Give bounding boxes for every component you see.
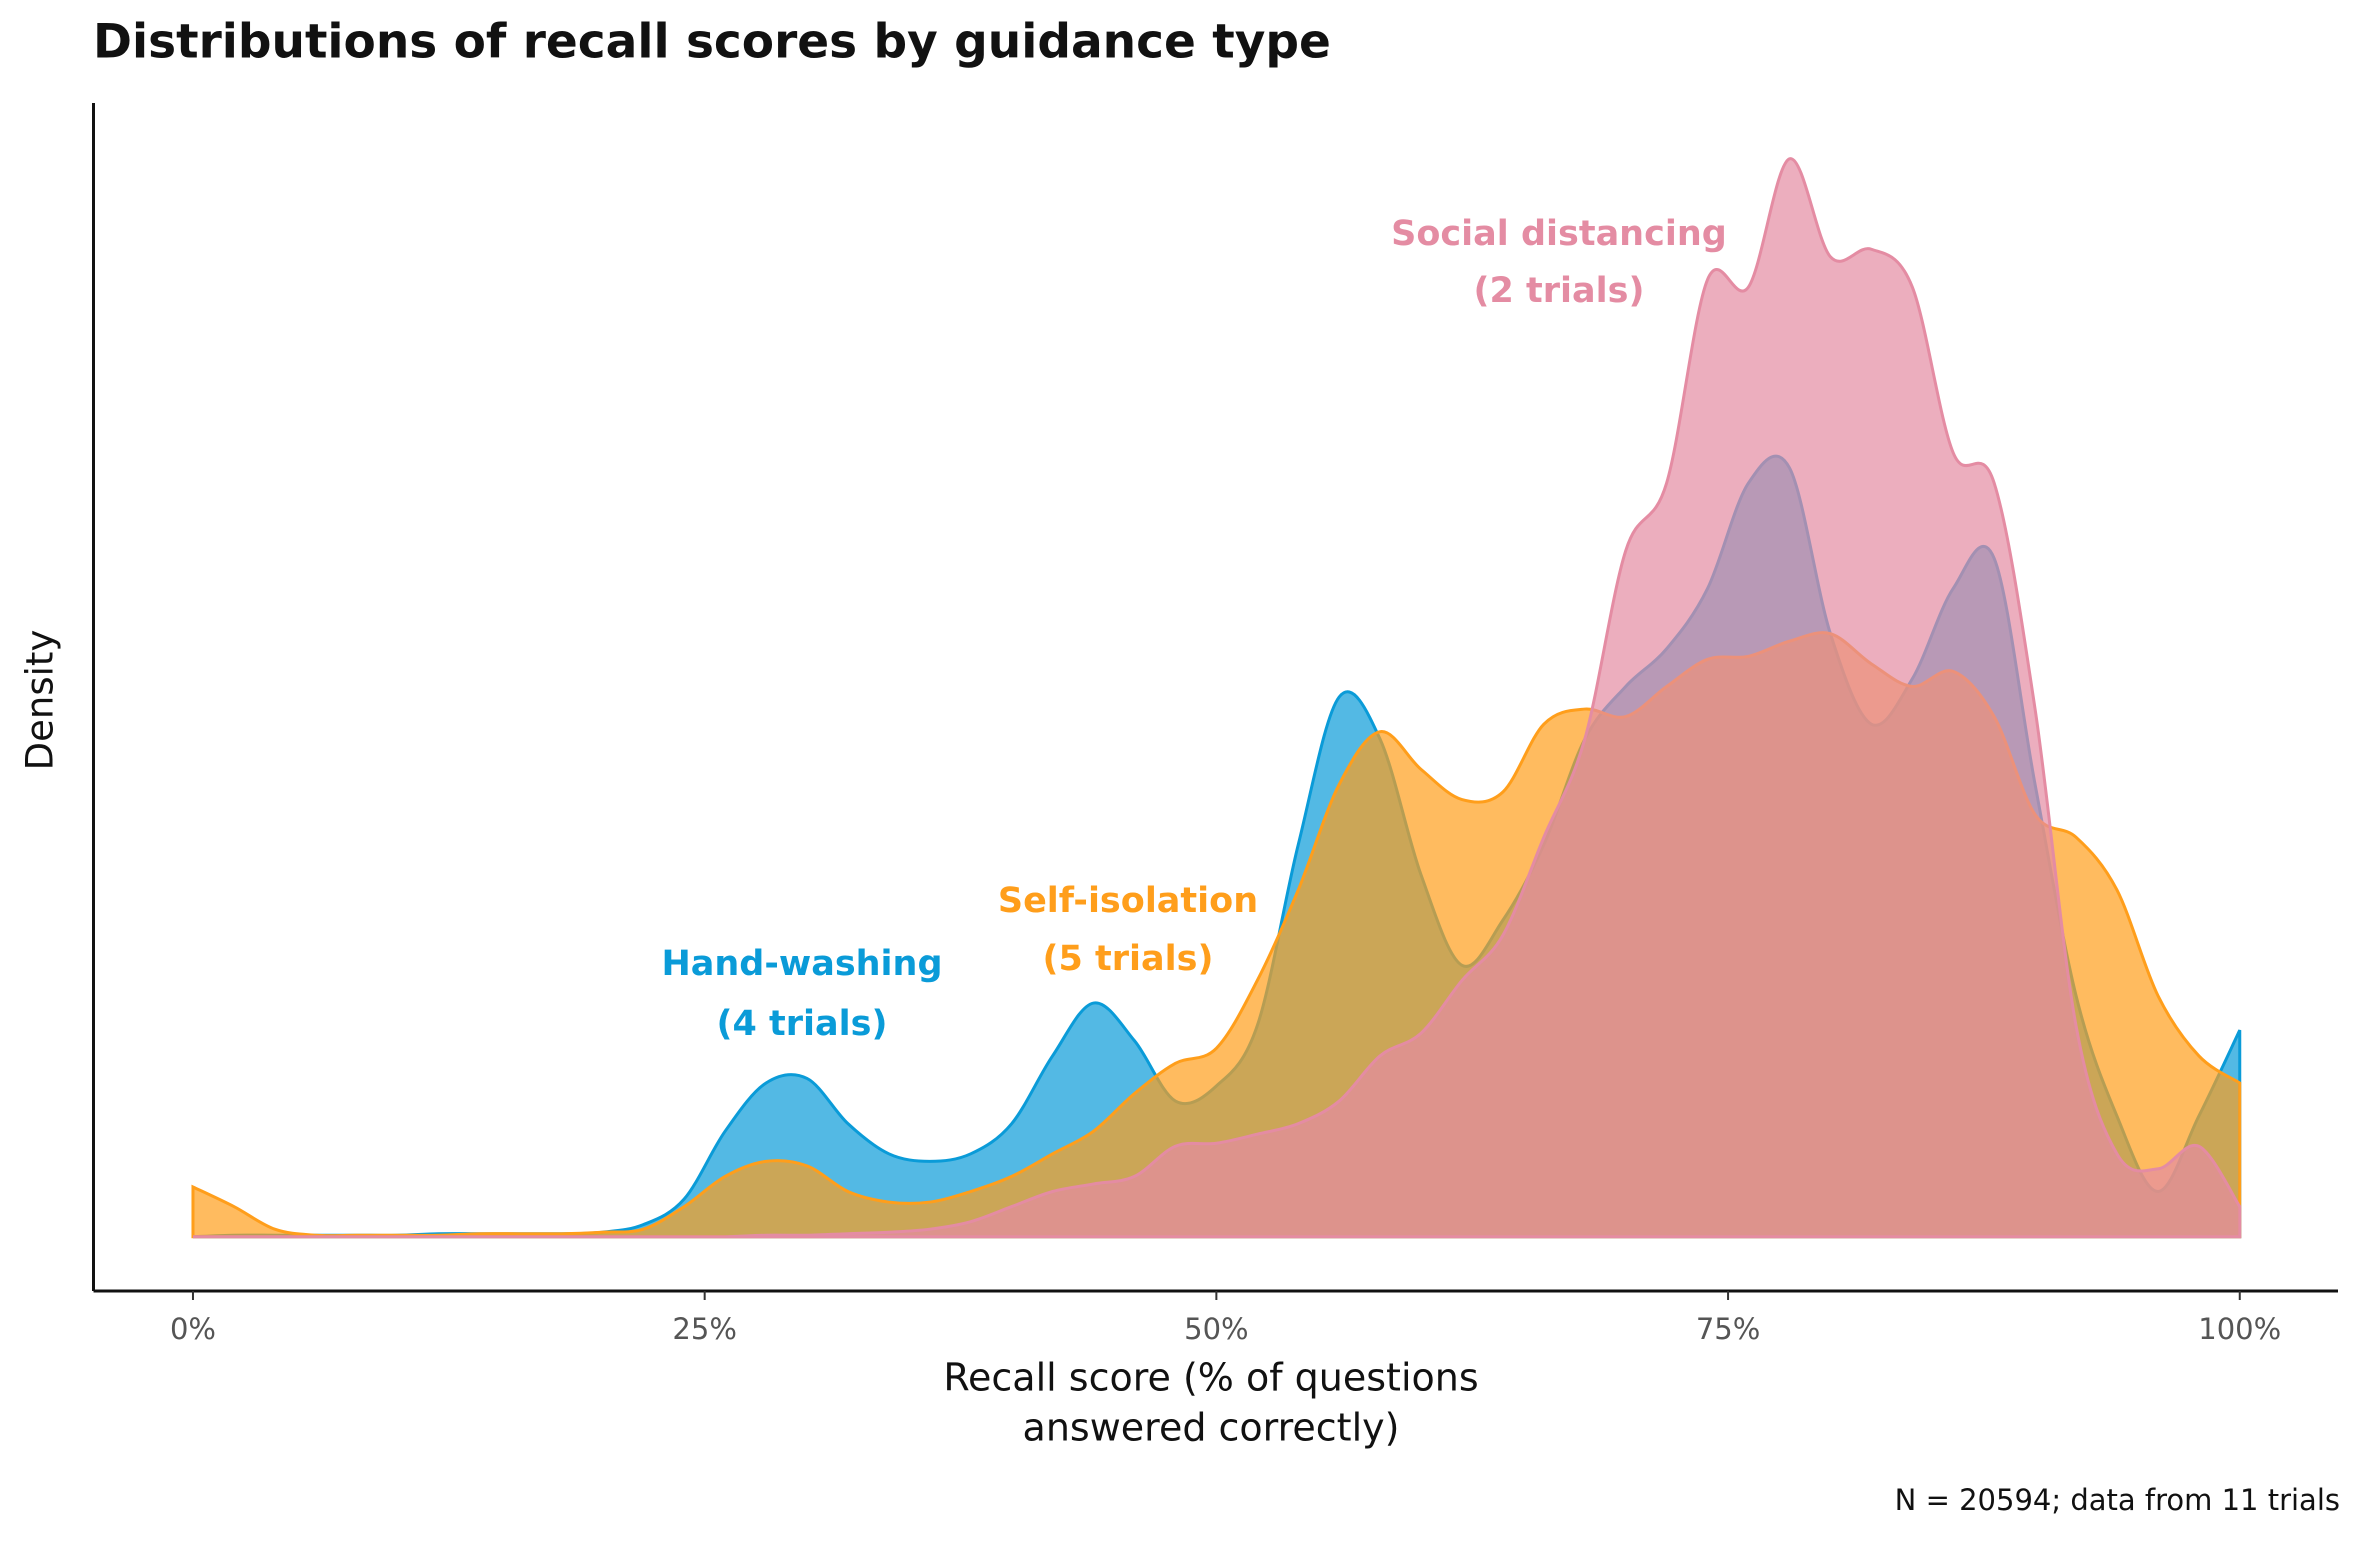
x-tick-label: 25% xyxy=(672,1312,736,1346)
y-axis-label: Density xyxy=(19,630,62,771)
x-tick-label: 75% xyxy=(1696,1312,1760,1346)
density-area xyxy=(192,157,2242,1239)
caption: N = 20594; data from 11 trials xyxy=(1895,1483,2340,1517)
series-note: (5 trials) xyxy=(1043,939,1214,979)
series-label: Self-isolation xyxy=(998,881,1258,921)
series-note: (4 trials) xyxy=(717,1004,888,1044)
x-tick-label: 0% xyxy=(170,1312,216,1346)
x-axis-label: Recall score (% of questions xyxy=(943,1356,1478,1400)
series-label: Social distancing xyxy=(1391,214,1727,254)
chart-title: Distributions of recall scores by guidan… xyxy=(93,15,1331,70)
series-note: (2 trials) xyxy=(1474,271,1645,311)
x-tick-label: 100% xyxy=(2198,1312,2281,1346)
x-axis-label: answered correctly) xyxy=(1023,1406,1400,1450)
series-label: Hand-washing xyxy=(661,944,942,984)
x-tick-label: 50% xyxy=(1184,1312,1248,1346)
